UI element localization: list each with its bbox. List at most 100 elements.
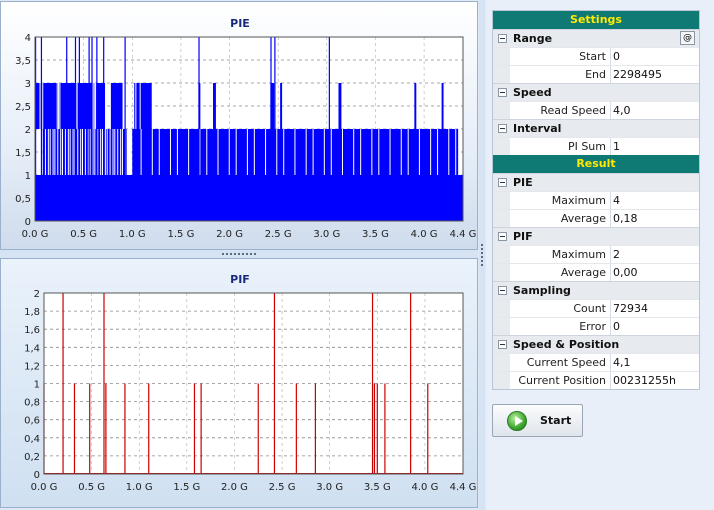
pif-average-label: Average (510, 264, 611, 281)
property-row[interactable]: Maximum 2 (493, 245, 699, 263)
read-speed-value[interactable]: 4,0 (613, 104, 631, 117)
category-interval[interactable]: Interval (493, 119, 699, 137)
property-row[interactable]: Start 0 (493, 47, 699, 65)
start-value[interactable]: 0 (613, 50, 620, 63)
start-button[interactable]: Start (492, 404, 583, 437)
pie-gap (57, 129, 59, 175)
pif-maximum-value: 2 (613, 248, 620, 261)
y-tick-label: 1 (34, 380, 40, 391)
pie-gap (430, 129, 432, 175)
property-row[interactable]: Current Position 00231255h (493, 371, 699, 389)
category-speed-position[interactable]: Speed & Position (493, 335, 699, 353)
pie-gap (60, 129, 62, 175)
property-row[interactable]: Average 0,18 (493, 209, 699, 227)
pie-gap (54, 129, 56, 175)
end-value[interactable]: 2298495 (613, 68, 662, 81)
category-sampling[interactable]: Sampling (493, 281, 699, 299)
x-tick-label: 3.5 G (364, 482, 391, 493)
pie-gap (80, 129, 82, 175)
pie-gap (59, 83, 61, 129)
y-tick-label: 0 (25, 217, 31, 228)
pie-chart-panel: PIE 4 3,5 3 2,5 2 1,5 1 0,5 0 0.0 G 0.5 G 1.0 G 1.5 G… (0, 1, 478, 250)
x-tick-label: 0.0 G (31, 482, 58, 493)
pie-spike (198, 37, 200, 221)
pie-gap (353, 129, 355, 175)
pie-spike (35, 37, 37, 221)
pie-gap (49, 129, 51, 175)
minus-icon[interactable] (498, 286, 507, 295)
pie-gap (378, 129, 380, 175)
x-tick-label: 1.5 G (173, 482, 200, 493)
pi-sum-label: PI Sum (510, 138, 611, 155)
y-tick-label: 2 (34, 289, 40, 300)
pie-gap (52, 129, 54, 175)
category-pie[interactable]: PIE (493, 173, 699, 191)
category-speed[interactable]: Speed (493, 83, 699, 101)
pie-gap (360, 129, 362, 175)
y-tick-label: 3 (25, 79, 31, 90)
property-row[interactable]: Average 0,00 (493, 263, 699, 281)
pie-gap (176, 129, 178, 175)
pie-gap (120, 129, 122, 175)
property-row[interactable]: Maximum 4 (493, 191, 699, 209)
pie-gap (72, 129, 74, 175)
pie-gap (81, 129, 83, 175)
pie-maximum-label: Maximum (510, 192, 611, 209)
pie-gap (62, 129, 64, 175)
pie-average-label: Average (510, 210, 611, 227)
pie-gap (294, 129, 296, 175)
pie-average-value: 0,18 (613, 212, 638, 225)
vertical-splitter[interactable] (479, 0, 485, 510)
pi-sum-value[interactable]: 1 (613, 140, 620, 153)
pie-gap (47, 129, 49, 175)
pie-gap (371, 129, 373, 175)
minus-icon[interactable] (498, 340, 507, 349)
pie-gap (188, 129, 190, 175)
result-header: Result (493, 155, 699, 173)
x-tick-label: 3.0 G (316, 482, 343, 493)
category-range[interactable]: Range @ (493, 29, 699, 47)
pie-gap (101, 129, 103, 175)
pie-gap (437, 129, 439, 175)
pie-gap (228, 129, 230, 175)
property-row[interactable]: Current Speed 4,1 (493, 353, 699, 371)
horizontal-splitter[interactable] (0, 250, 478, 258)
pie-spike (74, 37, 77, 221)
range-button[interactable]: @ (680, 31, 695, 45)
minus-icon[interactable] (498, 178, 507, 187)
pie-spike (274, 37, 276, 221)
x-tick-label: 2.0 G (216, 229, 243, 240)
pie-gap (151, 129, 153, 175)
pie-bar (35, 175, 463, 221)
x-tick-label: 1.0 G (119, 229, 146, 240)
property-row[interactable]: PI Sum 1 (493, 137, 699, 155)
property-row[interactable]: Error 0 (493, 317, 699, 335)
pie-bar (338, 83, 342, 129)
pie-gap (87, 129, 89, 175)
settings-header: Settings (493, 11, 699, 29)
pie-gap (114, 129, 116, 175)
x-tick-label: 2.5 G (269, 482, 296, 493)
minus-icon[interactable] (498, 232, 507, 241)
plot-border (34, 36, 464, 222)
property-row[interactable]: End 2298495 (493, 65, 699, 83)
pie-gap (418, 129, 420, 175)
pie-chart: PIE 4 3,5 3 2,5 2 1,5 1 0,5 00.0 G 0.5 G 1.0 G 1.5 G… (15, 17, 476, 240)
category-pif[interactable]: PIF (493, 227, 699, 245)
y-tick-label: 0,8 (24, 398, 40, 409)
pie-gap (97, 129, 99, 175)
category-label: Speed (513, 86, 552, 99)
minus-icon[interactable] (498, 88, 507, 97)
start-button-label: Start (540, 414, 572, 427)
pie-gap (305, 129, 307, 175)
category-label: Sampling (513, 284, 571, 297)
minus-icon[interactable] (498, 124, 507, 133)
x-tick-label: 1.0 G (126, 482, 153, 493)
pie-gap (94, 129, 96, 175)
pie-gap (158, 129, 160, 175)
error-label: Error (510, 318, 611, 335)
minus-icon[interactable] (498, 34, 507, 43)
property-row[interactable]: Count 72934 (493, 299, 699, 317)
pie-gap (253, 129, 255, 175)
property-row[interactable]: Read Speed 4,0 (493, 101, 699, 119)
